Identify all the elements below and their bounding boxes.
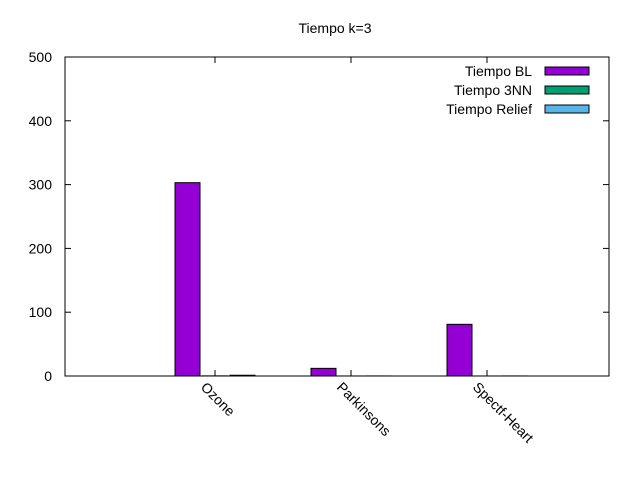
legend-swatch bbox=[544, 104, 590, 114]
chart-title: Tiempo k=3 bbox=[298, 20, 371, 36]
y-tick-label: 300 bbox=[29, 177, 53, 193]
plot-border bbox=[64, 56, 610, 377]
y-tick-label: 100 bbox=[29, 304, 53, 320]
x-tick-label: Spectf-Heart bbox=[470, 379, 537, 446]
bar-tiempo-bl-ozone bbox=[174, 182, 201, 377]
legend-label: Tiempo Relief bbox=[446, 101, 532, 117]
bar-tiempo-bl-spectf-heart bbox=[446, 323, 473, 377]
y-tick-label: 500 bbox=[29, 49, 53, 65]
legend-label: Tiempo 3NN bbox=[454, 82, 532, 98]
x-tick-label: Parkinsons bbox=[334, 379, 394, 439]
y-axis-ticks: 0 100 200 300 400 500 bbox=[29, 49, 609, 384]
bar-tiempo-bl-parkinsons bbox=[310, 367, 337, 377]
x-tick-label: Ozone bbox=[198, 379, 239, 420]
y-tick-label: 200 bbox=[29, 240, 53, 256]
legend-label: Tiempo BL bbox=[465, 63, 532, 79]
y-tick-label: 0 bbox=[44, 368, 52, 384]
bars bbox=[174, 57, 528, 377]
x-axis-labels: Ozone Parkinsons Spectf-Heart bbox=[198, 379, 537, 446]
legend-swatch bbox=[544, 85, 590, 95]
y-tick-label: 400 bbox=[29, 113, 53, 129]
legend-swatch bbox=[544, 66, 590, 76]
legend: Tiempo BL Tiempo 3NN Tiempo Relief bbox=[446, 63, 590, 117]
